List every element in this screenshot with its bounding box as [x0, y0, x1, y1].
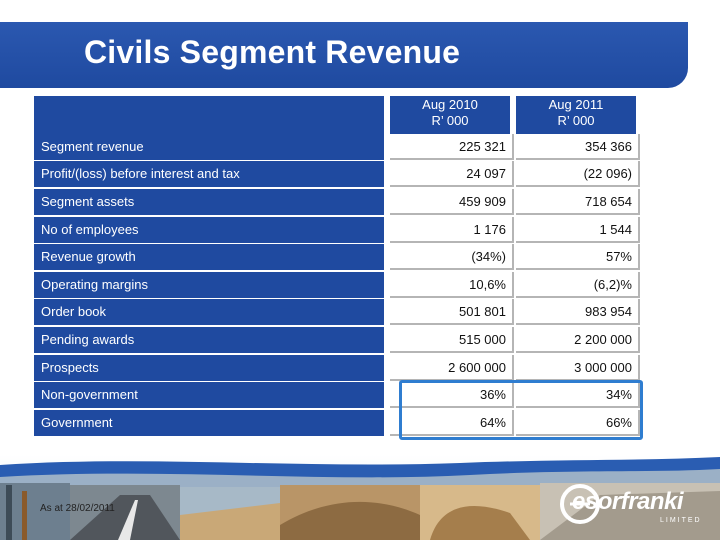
cell-aug-2010: 2 600 000 [390, 355, 514, 381]
title-bar [0, 22, 688, 88]
row-label: Government [34, 410, 384, 436]
footer-photo-banner [0, 455, 720, 540]
government-split-highlight [399, 380, 643, 440]
cell-aug-2011: 1 544 [516, 217, 640, 243]
cell-aug-2010: 501 801 [390, 299, 514, 325]
column-header-aug-2010: Aug 2010 R’ 000 [390, 96, 510, 135]
row-label: Prospects [34, 355, 384, 381]
row-label: Profit/(loss) before interest and tax [34, 161, 384, 187]
construction-photo-collage [0, 455, 720, 540]
column-header-unit: R’ 000 [557, 113, 595, 128]
cell-aug-2011: (6,2)% [516, 272, 640, 298]
cell-aug-2011: (22 096) [516, 161, 640, 187]
row-label: Pending awards [34, 327, 384, 353]
cell-aug-2011: 66% [516, 410, 640, 436]
logo-subtitle: LIMITED [660, 517, 702, 524]
row-label: Segment assets [34, 189, 384, 215]
row-label: Order book [34, 299, 384, 325]
column-header-year: Aug 2010 [422, 97, 478, 112]
row-label: Operating margins [34, 272, 384, 298]
cell-aug-2010: 36% [390, 382, 514, 408]
cell-aug-2010: 64% [390, 410, 514, 436]
cell-aug-2011: 983 954 [516, 299, 640, 325]
cell-aug-2010: 1 176 [390, 217, 514, 243]
cell-aug-2011: 2 200 000 [516, 327, 640, 353]
row-label: Segment revenue [34, 134, 384, 160]
cell-aug-2011: 34% [516, 382, 640, 408]
row-label: Revenue growth [34, 244, 384, 270]
row-label: Non-government [34, 382, 384, 408]
page-title: Civils Segment Revenue [84, 34, 461, 70]
cell-aug-2010: 10,6% [390, 272, 514, 298]
logo-wordmark: esorfranki [572, 488, 684, 515]
table-header-strip [34, 96, 384, 134]
cell-aug-2010: (34%) [390, 244, 514, 270]
cell-aug-2010: 459 909 [390, 189, 514, 215]
column-header-unit: R’ 000 [431, 113, 469, 128]
cell-aug-2011: 354 366 [516, 134, 640, 160]
row-label: No of employees [34, 217, 384, 243]
footnote: As at 28/02/2011 [40, 503, 115, 514]
column-header-year: Aug 2011 [548, 97, 604, 112]
column-header-aug-2011: Aug 2011 R’ 000 [516, 96, 636, 135]
cell-aug-2010: 24 097 [390, 161, 514, 187]
cell-aug-2011: 718 654 [516, 189, 640, 215]
cell-aug-2010: 225 321 [390, 134, 514, 160]
cell-aug-2011: 3 000 000 [516, 355, 640, 381]
cell-aug-2010: 515 000 [390, 327, 514, 353]
cell-aug-2011: 57% [516, 244, 640, 270]
esorfranki-logo-icon [560, 484, 600, 524]
